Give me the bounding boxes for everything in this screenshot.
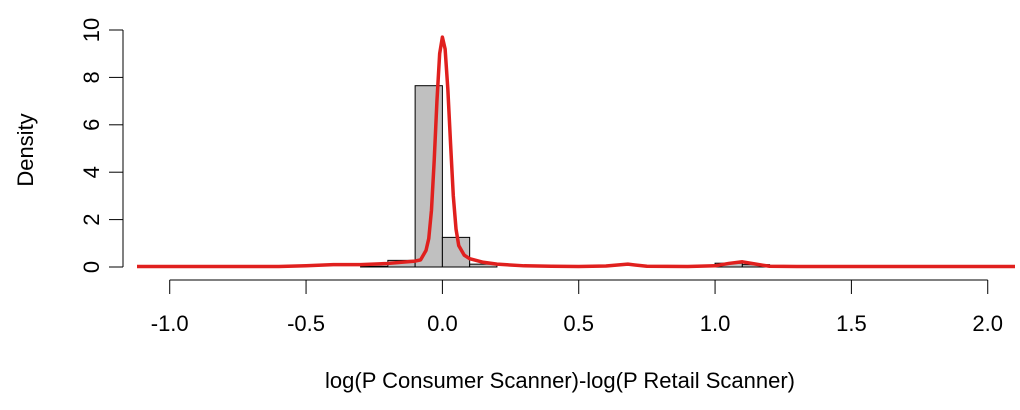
x-tick-label: 1.5	[836, 311, 867, 336]
y-tick-label: 4	[79, 166, 104, 178]
x-axis-label: log(P Consumer Scanner)-log(P Retail Sca…	[325, 368, 795, 393]
y-tick-label: 6	[79, 119, 104, 131]
x-axis: -1.0 -0.5 0.0 0.5 1.0 1.5 2.0	[151, 279, 1003, 336]
histogram-bars	[360, 85, 771, 268]
histogram-bar	[441, 236, 471, 268]
y-axis: 0 2 4 6 8 10	[79, 18, 124, 273]
y-tick-label: 10	[79, 18, 104, 42]
x-tick-label: 0.5	[563, 311, 594, 336]
density-curve	[137, 35, 1015, 269]
histogram-bar	[360, 265, 389, 268]
y-tick-label: 0	[79, 261, 104, 273]
x-tick-label: -0.5	[287, 311, 325, 336]
x-tick-label: 2.0	[972, 311, 1003, 336]
y-tick-label: 8	[79, 71, 104, 83]
x-tick-label: 1.0	[700, 311, 731, 336]
y-axis-label: Density	[13, 113, 38, 186]
y-tick-label: 2	[79, 213, 104, 225]
x-tick-label: 0.0	[427, 311, 458, 336]
x-tick-label: -1.0	[151, 311, 189, 336]
